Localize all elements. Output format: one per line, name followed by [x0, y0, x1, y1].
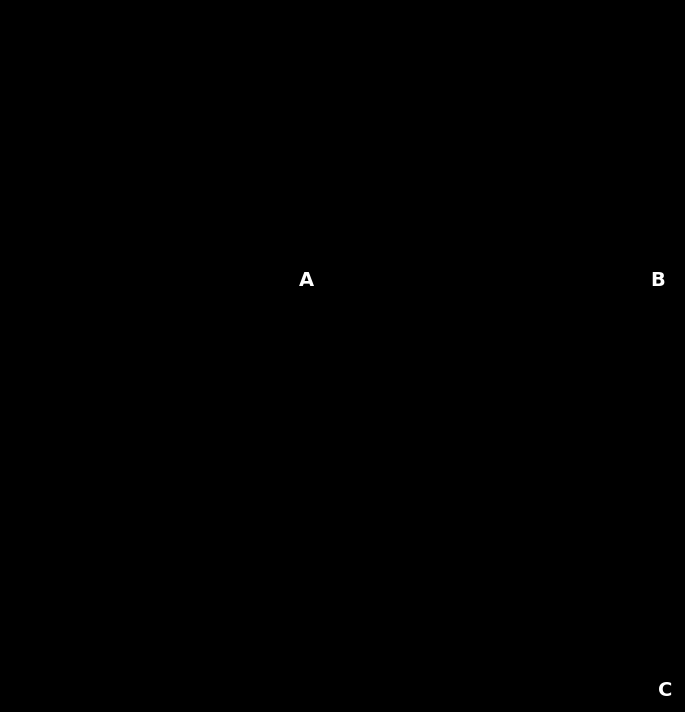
Text: B: B [651, 271, 665, 290]
Text: A: A [299, 271, 314, 290]
Text: C: C [658, 681, 672, 700]
